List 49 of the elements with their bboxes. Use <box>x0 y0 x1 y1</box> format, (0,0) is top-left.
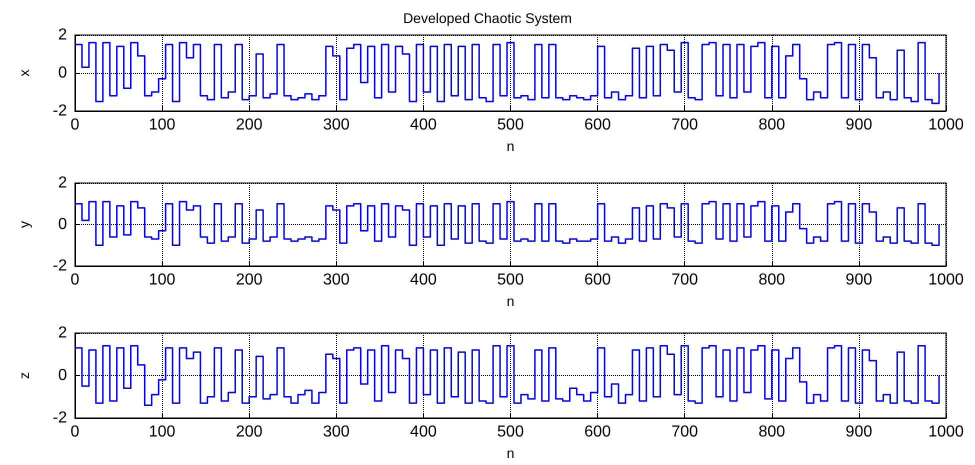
x-tick-label: 700 <box>671 272 698 288</box>
x-tick-label: 900 <box>846 116 872 134</box>
x-tick-label: 300 <box>322 116 350 134</box>
x-tick-label: 500 <box>497 424 524 440</box>
y-tick-label: 2 <box>58 26 68 44</box>
x-tick-label: 400 <box>410 272 437 288</box>
x-tick-label: 700 <box>671 424 698 440</box>
x-tick-label: 200 <box>236 424 263 440</box>
x-tick-label: 800 <box>758 424 786 440</box>
y-tick-label: 2 <box>58 324 68 342</box>
x-tick-label: 1000 <box>928 424 964 440</box>
x-tick-label: 0 <box>70 424 80 440</box>
y-tick-label: -2 <box>52 102 68 120</box>
x-axis-title: n <box>506 138 514 154</box>
x-tick-label: 0 <box>70 116 80 134</box>
y-tick-label: 2 <box>58 174 68 192</box>
x-tick-label: 300 <box>322 424 350 440</box>
y-axis-title: z <box>16 372 32 379</box>
y-tick-label: 0 <box>58 216 68 233</box>
x-tick-label: 100 <box>148 116 176 134</box>
x-tick-label: 500 <box>497 116 524 134</box>
x-tick-label: 900 <box>846 272 872 288</box>
x-tick-label: 1000 <box>928 272 964 288</box>
y-tick-label: 0 <box>58 367 68 384</box>
y-tick-label: -2 <box>52 410 68 426</box>
x-tick-label: 600 <box>584 272 612 288</box>
chart-title: Developed Chaotic System <box>403 10 572 26</box>
x-tick-label: 100 <box>148 272 176 288</box>
x-tick-label: 300 <box>322 272 350 288</box>
y-tick-label: 0 <box>58 64 68 82</box>
x-axis-title: n <box>506 445 514 461</box>
x-tick-label: 800 <box>758 272 786 288</box>
x-tick-label: 500 <box>497 272 524 288</box>
x-axis-title: n <box>506 293 514 309</box>
x-tick-label: 600 <box>584 424 612 440</box>
y-axis-title: y <box>16 221 32 228</box>
x-tick-label: 100 <box>148 424 176 440</box>
x-tick-label: 700 <box>671 116 698 134</box>
x-tick-label: 0 <box>70 272 80 288</box>
x-tick-label: 1000 <box>928 116 964 134</box>
y-tick-label: -2 <box>52 258 68 274</box>
x-tick-label: 400 <box>410 424 437 440</box>
x-tick-label: 200 <box>236 272 263 288</box>
x-tick-label: 200 <box>236 116 263 134</box>
x-tick-label: 400 <box>410 116 437 134</box>
x-tick-label: 800 <box>758 116 786 134</box>
x-tick-label: 900 <box>846 424 872 440</box>
y-axis-title: x <box>16 70 32 76</box>
x-tick-label: 600 <box>584 116 612 134</box>
